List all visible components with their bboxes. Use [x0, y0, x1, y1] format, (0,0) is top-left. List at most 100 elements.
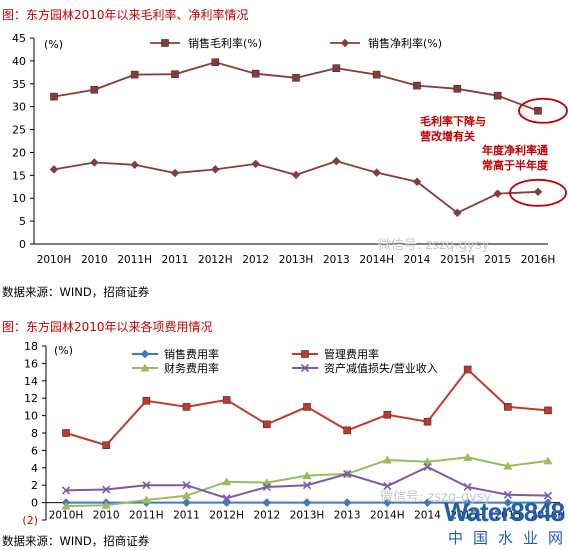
chart1-x-tick-label: 2012: [242, 254, 269, 266]
chart1-watermark: 微信号: zszq-gysy: [378, 238, 490, 253]
chart2-y-tick-label: 6: [31, 444, 38, 457]
chart2-point-1: [383, 410, 392, 419]
chart1-y-tick-label: 35: [12, 78, 26, 91]
chart2-point-3: [463, 482, 472, 492]
chart1-annotation-circle: [518, 97, 568, 124]
chart1-point-0: [90, 85, 99, 94]
chart1-x-tick-label: 2010H: [37, 254, 72, 266]
chart2-point-1: [182, 403, 191, 411]
chart2-x-tick-label: 2014H: [370, 510, 405, 522]
chart2-x-tick-label: 2012: [253, 510, 280, 522]
chart2-y-tick-label: 0: [31, 497, 38, 510]
chart1-point-1: [130, 160, 140, 170]
chart2-point-1: [423, 417, 432, 426]
chart1-annotation-circle: [509, 178, 567, 207]
chart2-y-tick-label: 4: [31, 462, 38, 475]
chart2-x-tick-label: 2014: [414, 510, 441, 522]
chart1-point-0: [493, 91, 502, 100]
chart2-point-3: [182, 481, 191, 490]
chart1-x-tick-label: 2016H: [521, 254, 556, 266]
chart2-y-tick-label: 14: [24, 375, 38, 388]
chart2-source: 数据来源：WIND，招商证券: [2, 534, 150, 548]
chart2-point-0: [222, 498, 232, 507]
water8848-logo: Water8848 中国水业网: [444, 497, 566, 547]
chart1-point-1: [412, 177, 422, 187]
chart1-x-tick-label: 2013H: [279, 254, 314, 266]
chart1-series-line-0: [53, 61, 539, 112]
chart1-point-1: [452, 208, 462, 218]
chart1-series-line-1: [53, 160, 539, 214]
chart2-x-tick-label: 2015H: [450, 510, 485, 522]
chart2-legend-marker: [300, 363, 310, 373]
chart2-title: 图：东方园林2010年以来各项费用情况: [2, 320, 213, 334]
chart2-point-3: [503, 490, 512, 499]
chart1-unit-label: (%): [44, 38, 63, 51]
chart2-y-tick-label: 2: [31, 479, 38, 492]
chart1-point-1: [49, 165, 59, 174]
chart2-point-2: [503, 461, 513, 470]
chart1-point-1: [372, 168, 382, 177]
chart1-legend-marker: [340, 38, 350, 48]
chart2-point-2: [61, 501, 71, 510]
chart2-point-0: [342, 498, 352, 507]
chart2-point-3: [543, 491, 553, 500]
chart1-x-tick-label: 2011: [162, 254, 189, 266]
chart1-legend-label: 销售净利率(%): [368, 36, 442, 50]
chart2-y-tick-label: 16: [24, 357, 38, 370]
chart2-unit-label: (%): [54, 344, 73, 357]
chart2-point-2: [141, 495, 151, 504]
chart2-point-2: [101, 500, 111, 509]
chart1-point-1: [493, 189, 503, 198]
chart2-point-0: [543, 498, 553, 507]
chart2-point-3: [222, 494, 231, 503]
chart2-svg: (2) 0 2 4 6 8 10 12 14 16 18 2010H 2010 2011H 2011 2012…: [22, 340, 566, 527]
chart2-point-3: [102, 485, 111, 494]
chart2-x-tick-label: 2012H: [209, 510, 244, 522]
chart1-title: 图：东方园林2010年以来毛利率、净利率情况: [2, 8, 249, 22]
chart1-point-0: [372, 70, 381, 79]
chart1-point-0: [171, 70, 179, 78]
chart2-legend-marker: [140, 363, 150, 372]
chart2-point-1: [62, 429, 70, 437]
chart1-x-tick-label: 2010: [81, 254, 108, 266]
chart1-x-tick-label: 2015: [484, 254, 511, 266]
chart2-point-3: [302, 481, 312, 490]
chart1-annotation-2-line2: 常高于半年度: [482, 158, 549, 172]
chart2-point-0: [382, 498, 392, 507]
chart1-legend-label: 销售毛利率(%): [188, 36, 262, 50]
chart2-point-0: [182, 498, 191, 507]
chart2-point-3: [262, 482, 271, 492]
chart1-point-1: [170, 168, 180, 178]
chart1-y-tick-label: 40: [12, 55, 26, 68]
chart1-y-tick-label: 45: [12, 32, 26, 45]
chart1-point-1: [533, 187, 543, 197]
chart1-y-tick-label: 15: [12, 169, 26, 182]
chart2-legend-label: 财务费用率: [164, 361, 219, 375]
chart2-point-3: [142, 481, 151, 490]
chart2-point-2: [543, 456, 553, 465]
chart2-x-tick-label: 2013H: [290, 510, 325, 522]
chart2-legend-label: 管理费用率: [324, 347, 379, 361]
chart2-y-tick-label: 12: [24, 392, 38, 405]
chart1-svg: 0 5 10 15 20 25 30 35 40 45 2010H 2010 2011H 2011 2012…: [12, 32, 568, 266]
chart1-point-0: [292, 74, 300, 82]
chart1-annotation-1-line2: 营改增有关: [420, 129, 475, 143]
chart1-y-tick-label: 30: [12, 101, 26, 114]
chart1-y-tick-label: 5: [19, 215, 26, 228]
chart2-point-1: [303, 403, 311, 411]
chart2-point-1: [343, 426, 351, 435]
chart2-point-1: [263, 420, 271, 429]
chart2-x-tick-label: 2016H: [531, 510, 566, 522]
chart1-x-tick-label: 2015H: [440, 254, 475, 266]
chart1-point-1: [251, 159, 261, 169]
chart2-x-tick-label: 2015: [494, 510, 521, 522]
chart1-x-tick-label: 2013: [323, 254, 350, 266]
chart1-point-1: [210, 165, 220, 174]
chart1-y-tick-label: 0: [19, 238, 26, 251]
chart2-point-1: [504, 403, 512, 411]
chart1-y-tick-label: 25: [12, 124, 26, 137]
chart2-point-0: [463, 498, 473, 507]
chart2-point-2: [382, 455, 392, 464]
chart2-x-tick-label: 2013: [334, 510, 361, 522]
chart1-x-tick-label: 2012H: [198, 254, 233, 266]
